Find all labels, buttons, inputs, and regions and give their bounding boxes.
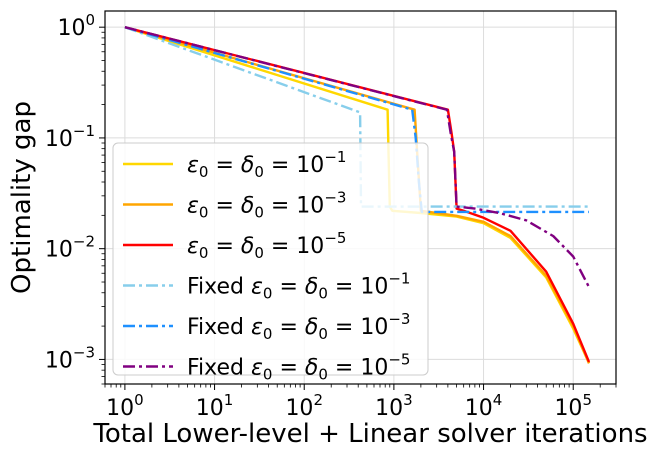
legend-label-3: ε0 = δ0 = 10−5 bbox=[187, 229, 346, 262]
x-tick-label: 102 bbox=[285, 391, 323, 421]
x-tick-label: 103 bbox=[375, 391, 413, 421]
series-line-6 bbox=[124, 26, 591, 288]
y-tick-label: 10−3 bbox=[45, 343, 95, 373]
y-tick-label: 10−2 bbox=[45, 233, 95, 263]
y-tick-label: 100 bbox=[57, 11, 95, 41]
series-line-4 bbox=[124, 26, 589, 208]
legend-label-2: ε0 = δ0 = 10−3 bbox=[187, 189, 346, 222]
axes-frame bbox=[104, 10, 617, 385]
x-tick-label: 101 bbox=[196, 391, 234, 421]
x-tick-label: 104 bbox=[465, 391, 503, 421]
legend-label-4: Fixed ε0 = δ0 = 10−1 bbox=[187, 270, 410, 303]
legend: ε0 = δ0 = 10−1 ε0 = δ0 = 10−3 ε0 = δ0 = 10… bbox=[112, 142, 429, 384]
legend-box bbox=[112, 142, 429, 376]
y-axis-label: Optimality gap bbox=[7, 101, 37, 294]
legend-label-5: Fixed ε0 = δ0 = 10−3 bbox=[187, 310, 410, 343]
x-tick-label: 100 bbox=[106, 391, 144, 421]
x-axis-label: Total Lower-level + Linear solver iterat… bbox=[92, 419, 647, 449]
legend-label-1: ε0 = δ0 = 10−1 bbox=[187, 148, 346, 181]
axis-ticks: 100 101 102 103 104 105 10−3 10−2 10−1 100 bbox=[45, 11, 617, 421]
y-tick-label: 10−1 bbox=[45, 122, 95, 152]
x-tick-label: 105 bbox=[554, 391, 592, 421]
legend-label-6: Fixed ε0 = δ0 = 10−5 bbox=[187, 351, 410, 384]
